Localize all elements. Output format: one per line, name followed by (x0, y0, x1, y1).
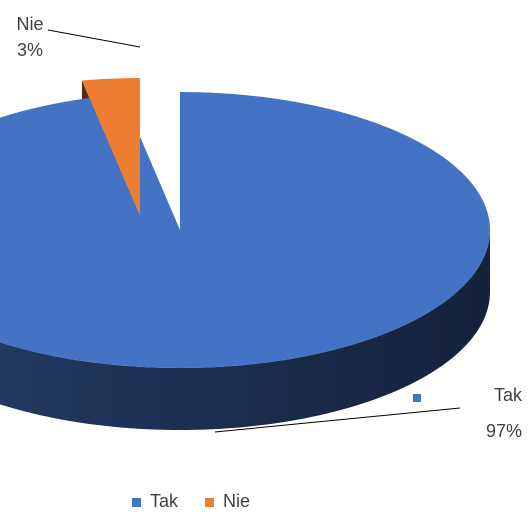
pie-slice-nie (81, 78, 140, 216)
leader-line-nie (47, 29, 141, 48)
legend-label-tak: Tak (150, 491, 179, 511)
legend-swatch-nie (205, 498, 214, 507)
data-label-value-nie: 3% (17, 40, 43, 60)
legend-swatch-tak (132, 498, 141, 507)
leader-line-tak (214, 407, 461, 433)
data-label-category-nie: Nie (16, 14, 43, 34)
data-label-value-tak: 97% (486, 421, 522, 441)
pie-slice-side-tak (0, 230, 490, 430)
data-label-category-tak: Tak (494, 385, 523, 405)
legend-label-nie: Nie (223, 491, 250, 511)
data-label-marker-tak (413, 394, 421, 402)
